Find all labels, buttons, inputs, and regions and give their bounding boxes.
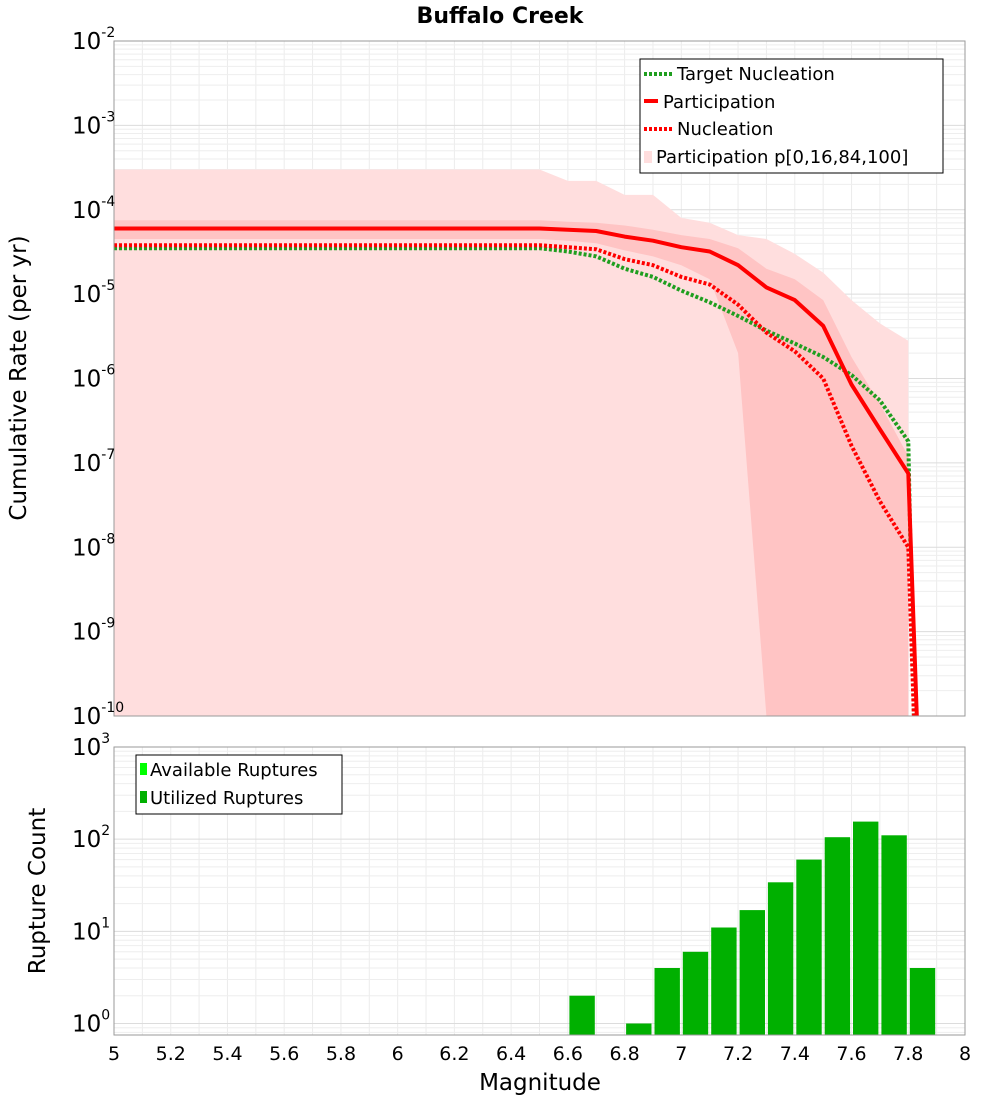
x-tick-label: 7.2 [723,1043,753,1065]
x-tick-label: 5 [108,1043,120,1065]
legend-label-available-ruptures: Available Ruptures [150,760,318,781]
series-line-participation [114,226,919,717]
x-tick-label: 6.8 [609,1043,639,1065]
rupture-bar [796,859,822,1035]
rupture-bar [654,968,680,1035]
legend-label-nucleation: Nucleation [677,119,773,140]
x-tick-label: 5.8 [326,1043,356,1065]
top-y-tick-label: 10-10 [72,700,124,730]
top-y-tick-label: 10-4 [72,194,115,224]
top-y-tick-label: 10-6 [72,363,115,393]
rupture-bar [824,837,851,1035]
top-y-tick-label: 10-8 [72,531,115,561]
x-tick-label: 7.4 [780,1043,810,1065]
bottom-y-tick-label: 102 [72,823,110,853]
bottom-y-tick-label: 103 [72,731,110,761]
legend-swatch-utilized-ruptures [140,791,147,803]
x-tick-label: 7.8 [893,1043,923,1065]
x-axis-title: Magnitude [479,1070,601,1096]
x-ticks: 5 5.2 5.4 5.6 5.8 6 6.2 6.4 6.6 6.8 7 7.2 7.4 7.6 7.8 8 [108,1043,971,1065]
x-tick-label: 6.4 [496,1043,526,1065]
legend-swatch-participation-band [644,151,652,163]
series-line-target-nucleation [114,246,916,717]
x-tick-label: 6 [392,1043,404,1065]
participation-band-1 [114,220,909,717]
rupture-bar [767,882,794,1035]
rupture-bar [711,927,737,1035]
bottom-legend: Available Ruptures Utilized Ruptures [135,754,343,815]
legend-label-utilized-ruptures: Utilized Ruptures [150,788,303,809]
rupture-bar [881,835,907,1035]
legend-swatch-available-ruptures [140,763,147,775]
rupture-count-panel: 103 102 101 100 Rupture Count Available Rup… [25,731,971,1096]
top-y-axis-title: Cumulative Rate (per yr) [6,235,32,520]
top-y-tick-label: 10-3 [72,109,115,139]
x-tick-label: 6.2 [439,1043,469,1065]
x-tick-label: 5.2 [156,1043,186,1065]
x-tick-label: 6.6 [553,1043,583,1065]
top-y-ticks: 10-2 10-3 10-4 10-5 10-6 10-7 10-8 10-9 10-10 [72,25,124,730]
legend-label-target-nucleation: Target Nucleation [676,64,835,85]
top-legend: Target Nucleation Participation Nucleati… [639,58,944,174]
x-tick-label: 7 [675,1043,687,1065]
participation-band-0 [114,169,909,716]
participation-bands [114,169,909,717]
top-plot-frame [113,40,966,717]
rate-lines [114,226,919,717]
rupture-bar [909,968,936,1035]
rupture-bar [682,951,709,1035]
cumulative-rate-panel: 10-2 10-3 10-4 10-5 10-6 10-7 10-8 10-9 10-10 Cu… [6,25,966,730]
top-y-tick-label: 10-2 [72,25,115,55]
bottom-y-axis-title: Rupture Count [25,808,51,974]
rupture-bar [739,910,765,1035]
bottom-y-tick-label: 101 [72,915,110,945]
top-y-tick-label: 10-5 [72,278,115,308]
x-tick-label: 5.4 [212,1043,242,1065]
bottom-y-ticks: 103 102 101 100 [72,731,110,1037]
rupture-bar [626,1023,652,1035]
top-y-tick-label: 10-7 [72,447,115,477]
top-y-tick-label: 10-9 [72,616,115,646]
chart-title: Buffalo Creek [417,4,585,29]
legend-label-participation: Participation [663,92,775,113]
rupture-bar [569,995,595,1035]
bottom-y-tick-label: 100 [72,1007,110,1037]
x-tick-label: 5.6 [269,1043,299,1065]
rupture-bar [853,821,879,1035]
x-tick-label: 7.6 [836,1043,866,1065]
rupture-bars [569,821,936,1035]
x-tick-label: 8 [959,1043,971,1065]
bottom-plot-frame [113,746,966,1036]
legend-label-participation-band: Participation p[0,16,84,100] [656,147,908,168]
